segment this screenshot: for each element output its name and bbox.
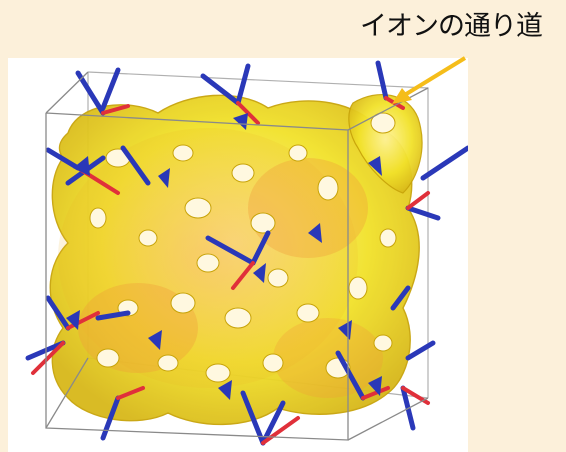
isosurface-pores [89,112,397,383]
callout-label: イオンの通り道 [360,11,543,42]
unit-cell-front-edges [45,71,429,441]
ion-channel-structure [25,60,468,446]
figure-panel [8,58,468,452]
